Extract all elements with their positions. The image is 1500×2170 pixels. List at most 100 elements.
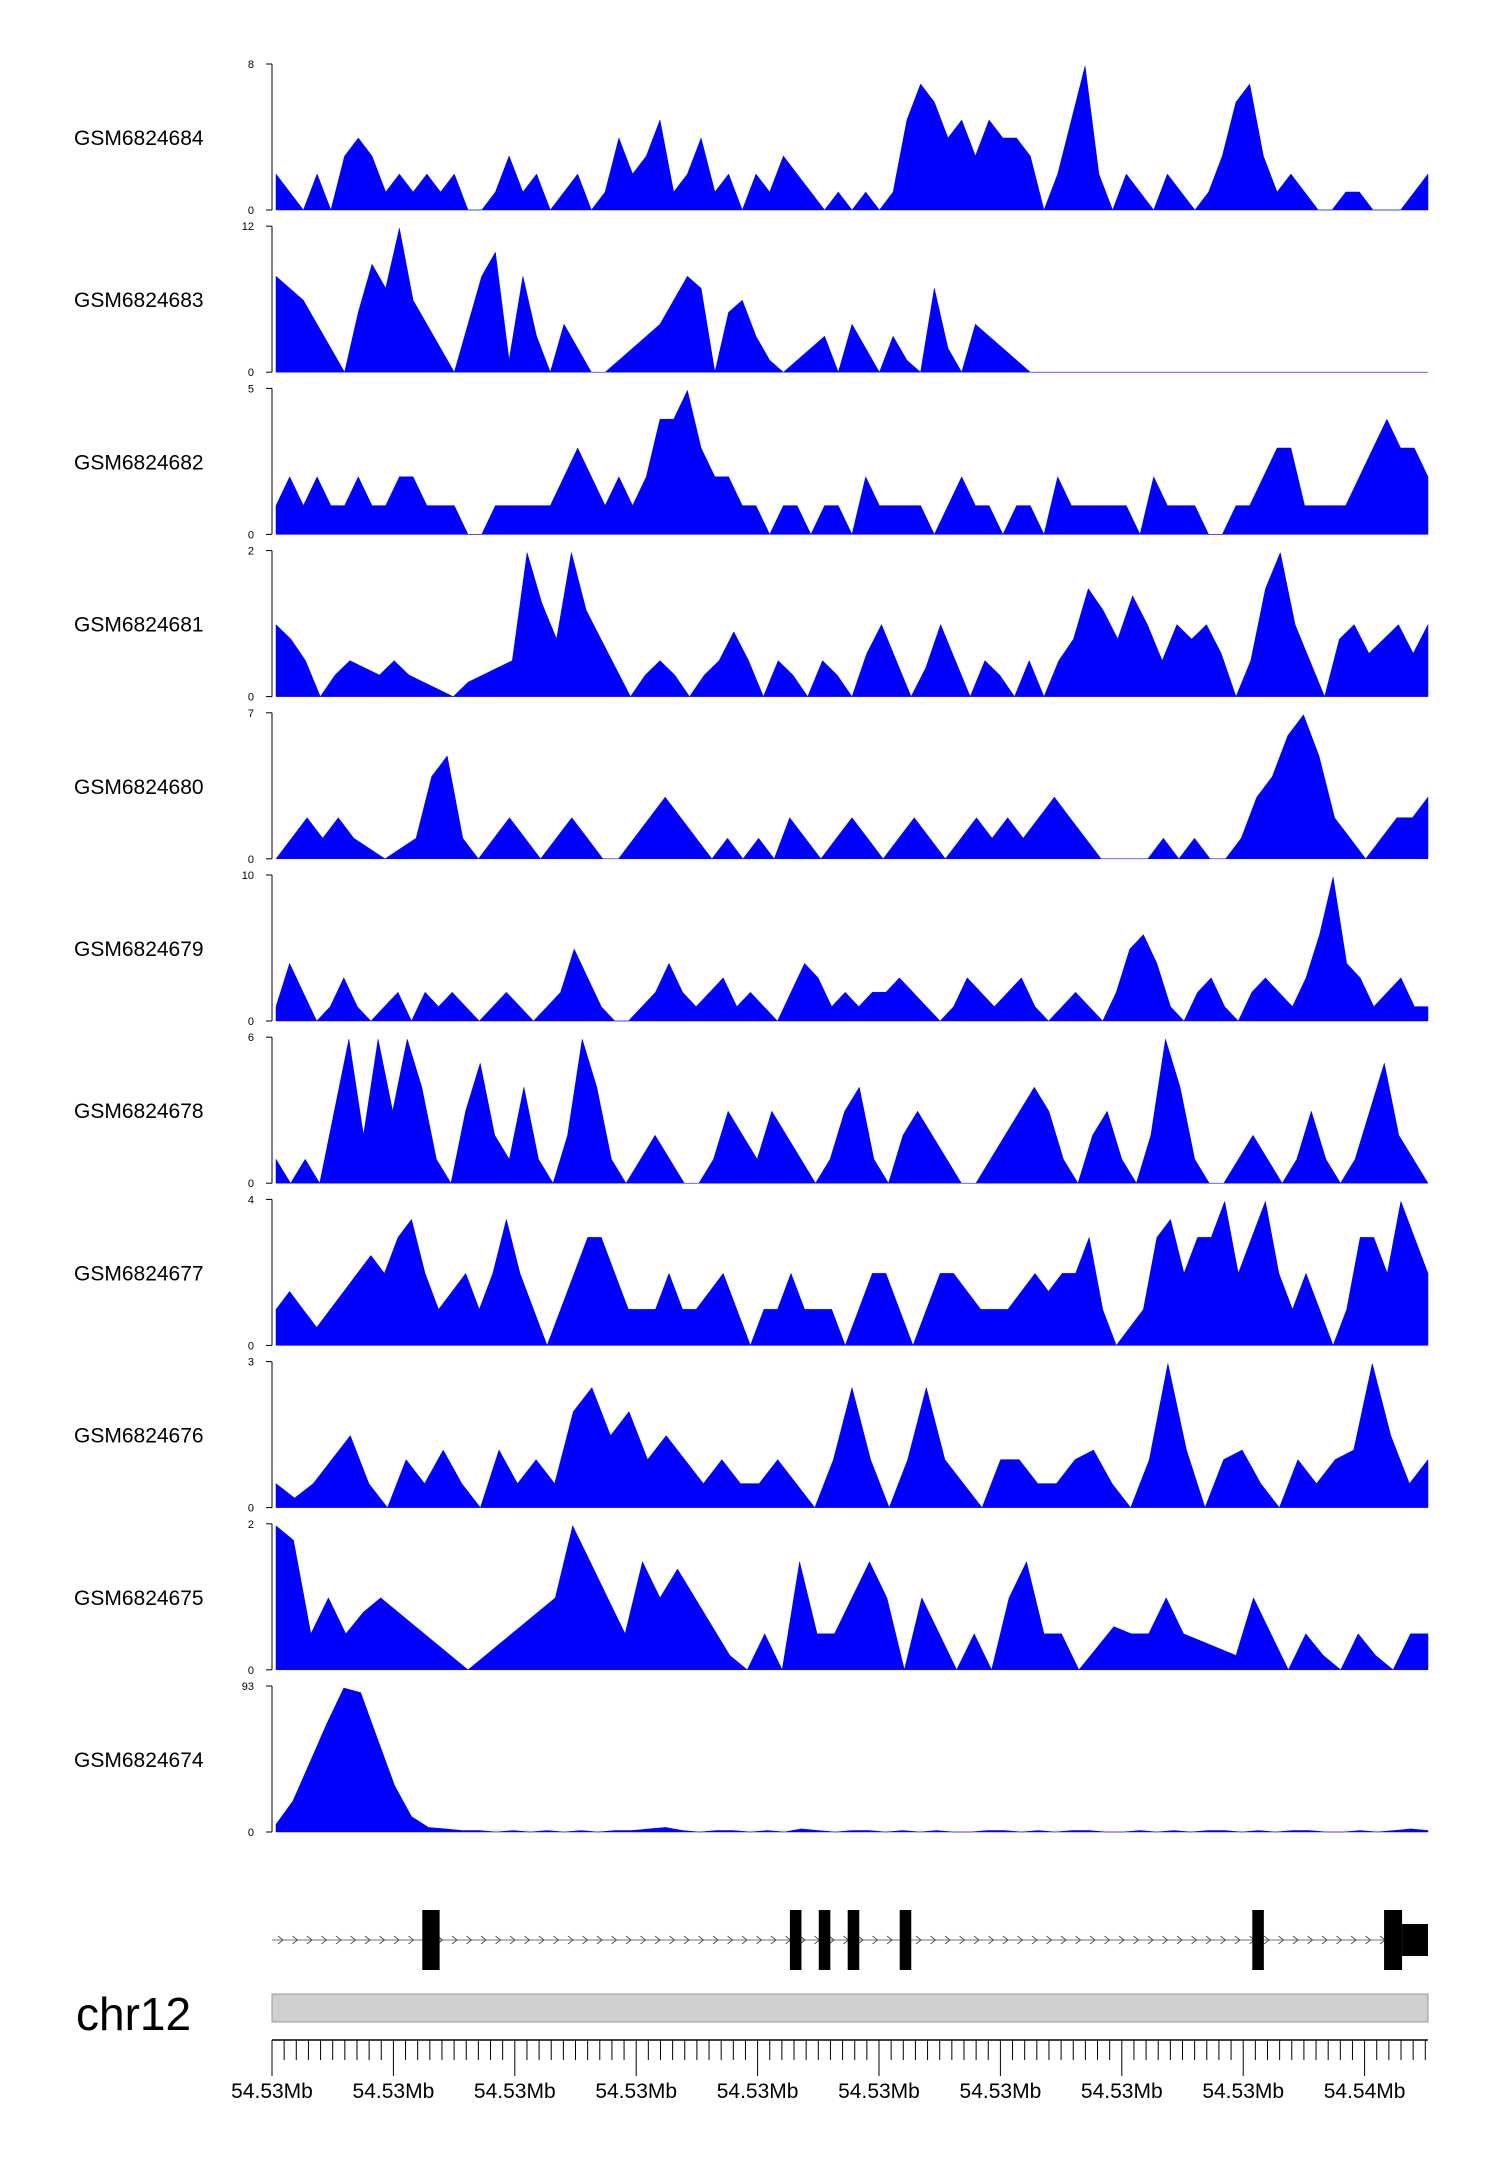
strand-arrow bbox=[292, 1935, 299, 1945]
strand-arrow bbox=[1278, 1935, 1285, 1945]
strand-arrow bbox=[466, 1935, 473, 1945]
strand-arrow bbox=[582, 1935, 589, 1945]
strand-arrow bbox=[828, 1935, 835, 1945]
exon-block bbox=[422, 1910, 440, 1970]
y-tick-label-max: 93 bbox=[242, 1681, 254, 1693]
strand-arrow bbox=[1089, 1935, 1096, 1945]
strand-arrow bbox=[959, 1935, 966, 1945]
strand-arrow bbox=[611, 1935, 618, 1945]
strand-arrow bbox=[277, 1935, 284, 1945]
track-label: GSM6824679 bbox=[74, 938, 204, 961]
coverage-area bbox=[275, 551, 1429, 698]
track-GSM6824680: GSM6824680 7 0 bbox=[74, 708, 1429, 866]
track-GSM6824681: GSM6824681 2 0 bbox=[74, 546, 1429, 704]
chromosome-ideogram: chr12 bbox=[76, 1988, 1429, 2040]
strand-arrow bbox=[1017, 1935, 1024, 1945]
coverage-area bbox=[275, 1525, 1429, 1671]
exon-block bbox=[818, 1910, 831, 1970]
track-GSM6824682: GSM6824682 5 0 bbox=[74, 383, 1429, 541]
strand-arrow bbox=[654, 1935, 661, 1945]
exon-block bbox=[899, 1910, 912, 1970]
strand-arrow bbox=[1133, 1935, 1140, 1945]
coverage-area bbox=[275, 1363, 1429, 1509]
strand-arrow bbox=[538, 1935, 545, 1945]
strand-arrow bbox=[756, 1935, 763, 1945]
x-tick-label: 54.53Mb bbox=[595, 2080, 677, 2103]
x-tick-label: 54.53Mb bbox=[353, 2080, 435, 2103]
y-tick-label-min: 0 bbox=[248, 1178, 254, 1190]
strand-arrow bbox=[1002, 1935, 1009, 1945]
track-label: GSM6824681 bbox=[74, 614, 204, 637]
y-tick-label-min: 0 bbox=[248, 854, 254, 866]
y-tick-label-min: 0 bbox=[248, 692, 254, 704]
y-tick-label-min: 0 bbox=[248, 1503, 254, 1515]
strand-arrow bbox=[1292, 1935, 1299, 1945]
strand-arrow bbox=[944, 1935, 951, 1945]
exon-block bbox=[789, 1910, 802, 1970]
exon-block bbox=[1402, 1924, 1428, 1956]
strand-arrow bbox=[973, 1935, 980, 1945]
coverage-area bbox=[275, 228, 1428, 373]
strand-arrow bbox=[1075, 1935, 1082, 1945]
strand-arrow bbox=[451, 1935, 458, 1945]
strand-arrow bbox=[799, 1935, 806, 1945]
strand-arrow bbox=[1118, 1935, 1125, 1945]
strand-arrow bbox=[698, 1935, 705, 1945]
strand-arrow bbox=[350, 1935, 357, 1945]
strand-arrow bbox=[1205, 1935, 1212, 1945]
y-tick-label-min: 0 bbox=[248, 1827, 254, 1839]
strand-arrow bbox=[596, 1935, 603, 1945]
track-GSM6824678: GSM6824678 6 0 bbox=[74, 1032, 1429, 1190]
strand-arrow bbox=[640, 1935, 647, 1945]
strand-arrow bbox=[930, 1935, 937, 1945]
y-tick-label-max: 10 bbox=[242, 870, 254, 882]
y-tick-label-min: 0 bbox=[248, 205, 254, 217]
y-tick-label-max: 3 bbox=[248, 1357, 254, 1369]
strand-arrow bbox=[1147, 1935, 1154, 1945]
strand-arrow bbox=[988, 1935, 995, 1945]
strand-arrow bbox=[408, 1935, 415, 1945]
strand-arrow bbox=[770, 1935, 777, 1945]
y-tick-label-max: 8 bbox=[248, 59, 254, 71]
strand-arrow bbox=[1162, 1935, 1169, 1945]
strand-arrow bbox=[1234, 1935, 1241, 1945]
strand-arrow bbox=[379, 1935, 386, 1945]
strand-arrow bbox=[335, 1935, 342, 1945]
strand-arrow bbox=[741, 1935, 748, 1945]
strand-arrow bbox=[683, 1935, 690, 1945]
coverage-area bbox=[275, 65, 1429, 211]
y-tick-label-min: 0 bbox=[248, 367, 254, 379]
track-GSM6824675: GSM6824675 2 0 bbox=[74, 1519, 1429, 1677]
coverage-tracks: GSM682468480GSM6824683120GSM682468250GSM… bbox=[74, 59, 1429, 1839]
y-tick-label-min: 0 bbox=[248, 1340, 254, 1352]
strand-arrow bbox=[1176, 1935, 1183, 1945]
y-tick-label-max: 7 bbox=[248, 708, 254, 720]
strand-arrow bbox=[857, 1935, 864, 1945]
strand-arrow bbox=[625, 1935, 632, 1945]
strand-arrow bbox=[306, 1935, 313, 1945]
y-tick-label-min: 0 bbox=[248, 1016, 254, 1028]
strand-arrow bbox=[1191, 1935, 1198, 1945]
chromosome-label: chr12 bbox=[76, 1988, 191, 2040]
x-tick-label: 54.53Mb bbox=[717, 2080, 799, 2103]
y-tick-label-min: 0 bbox=[248, 529, 254, 541]
x-tick-label: 54.53Mb bbox=[1202, 2080, 1284, 2103]
coverage-area bbox=[275, 876, 1429, 1022]
strand-arrow bbox=[480, 1935, 487, 1945]
track-GSM6824674: GSM6824674 93 0 bbox=[74, 1681, 1429, 1839]
track-GSM6824683: GSM6824683 12 0 bbox=[74, 221, 1428, 379]
exon-block bbox=[1252, 1910, 1264, 1970]
track-label: GSM6824674 bbox=[74, 1749, 204, 1772]
strand-arrow bbox=[886, 1935, 893, 1945]
track-label: GSM6824675 bbox=[74, 1587, 204, 1610]
strand-arrow bbox=[1365, 1935, 1372, 1945]
strand-arrow bbox=[393, 1935, 400, 1945]
coverage-area bbox=[275, 1200, 1429, 1347]
y-tick-label-min: 0 bbox=[248, 1665, 254, 1677]
strand-arrow bbox=[1263, 1935, 1270, 1945]
coverage-area bbox=[275, 1687, 1429, 1833]
strand-arrow bbox=[872, 1935, 879, 1945]
strand-arrow bbox=[727, 1935, 734, 1945]
track-label: GSM6824676 bbox=[74, 1425, 204, 1448]
